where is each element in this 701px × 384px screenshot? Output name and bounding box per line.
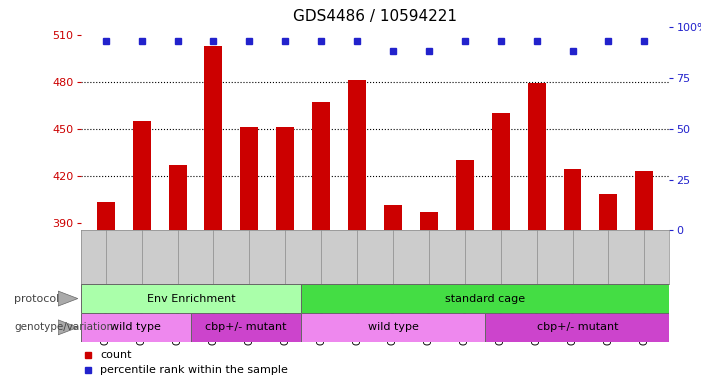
Bar (81, 313, 191, 342)
Bar (528, 83, 545, 230)
Text: wild type: wild type (368, 322, 419, 333)
Text: count: count (100, 350, 132, 360)
Text: cbp+/- mutant: cbp+/- mutant (205, 322, 287, 333)
Bar (81, 284, 301, 313)
Bar (168, 165, 186, 230)
Bar (301, 313, 485, 342)
Polygon shape (58, 320, 78, 335)
Polygon shape (58, 291, 78, 306)
Bar (491, 113, 510, 230)
Title: GDS4486 / 10594221: GDS4486 / 10594221 (293, 9, 457, 24)
Bar (635, 171, 653, 230)
Bar (348, 80, 366, 230)
Text: genotype/variation: genotype/variation (14, 322, 113, 333)
Text: Env Enrichment: Env Enrichment (147, 293, 236, 304)
Text: wild type: wild type (110, 322, 161, 333)
Text: standard cage: standard cage (445, 293, 526, 304)
Bar (132, 121, 151, 230)
Text: protocol: protocol (14, 293, 60, 304)
Bar (384, 205, 402, 230)
Bar (276, 127, 294, 230)
Bar (312, 102, 330, 230)
Bar (564, 169, 582, 230)
Bar (420, 212, 438, 230)
Text: cbp+/- mutant: cbp+/- mutant (537, 322, 618, 333)
Bar (205, 46, 222, 230)
Text: percentile rank within the sample: percentile rank within the sample (100, 366, 288, 376)
Bar (301, 284, 669, 313)
Bar (191, 313, 301, 342)
Bar (599, 194, 618, 230)
Bar (485, 313, 669, 342)
Bar (97, 202, 115, 230)
Bar (456, 160, 474, 230)
Bar (240, 127, 259, 230)
